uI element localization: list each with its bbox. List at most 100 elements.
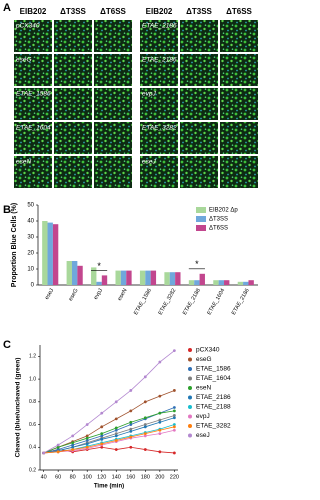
data-point bbox=[85, 442, 89, 446]
x-tick-label: eseN bbox=[117, 288, 129, 302]
data-point bbox=[158, 420, 162, 424]
bar bbox=[145, 270, 151, 285]
data-point bbox=[143, 400, 147, 404]
row-label: ETAE_3282 bbox=[142, 125, 177, 132]
series-line bbox=[43, 429, 175, 454]
panel-label: B bbox=[3, 204, 11, 216]
bar bbox=[169, 272, 176, 285]
bar bbox=[96, 281, 102, 285]
annotation: * bbox=[195, 259, 199, 269]
data-point bbox=[158, 418, 162, 422]
data-point bbox=[100, 432, 104, 436]
x-tick-label: evpJ bbox=[93, 288, 104, 301]
data-point bbox=[172, 406, 176, 409]
data-point bbox=[100, 445, 104, 449]
y-tick-label: 50 bbox=[27, 203, 34, 209]
series-line bbox=[43, 407, 175, 454]
row-label: eseJ bbox=[142, 159, 156, 166]
micrograph bbox=[94, 122, 132, 154]
data-point bbox=[85, 436, 89, 440]
data-point bbox=[114, 417, 118, 421]
micrograph bbox=[180, 20, 218, 52]
data-point bbox=[100, 437, 104, 441]
bar bbox=[248, 280, 254, 285]
data-point bbox=[172, 349, 176, 353]
x-tick-label: 100 bbox=[83, 474, 92, 480]
bar bbox=[150, 270, 157, 285]
data-point bbox=[71, 434, 75, 438]
bar bbox=[120, 270, 127, 285]
bar bbox=[77, 265, 83, 285]
micrograph bbox=[14, 122, 52, 154]
legend-label: ETAE_3282 bbox=[196, 423, 231, 430]
x-tick-label: 140 bbox=[112, 474, 121, 480]
series-line bbox=[43, 390, 175, 454]
data-point bbox=[100, 442, 104, 446]
data-point bbox=[158, 450, 162, 454]
figure: A B C EIB202 ΔT3SS ΔT6SS EIB202 ΔT3SS ΔT6SS pC… bbox=[3, 2, 258, 490]
data-point bbox=[143, 434, 147, 438]
column-header: ΔT3SS bbox=[186, 7, 212, 16]
data-point bbox=[129, 423, 133, 426]
data-point bbox=[100, 434, 104, 438]
data-point bbox=[85, 445, 89, 449]
legend-marker bbox=[188, 367, 192, 371]
micrograph bbox=[94, 156, 132, 188]
data-point bbox=[129, 409, 133, 413]
data-point bbox=[85, 423, 89, 426]
micrograph bbox=[140, 20, 178, 52]
data-point bbox=[172, 425, 176, 429]
data-point bbox=[42, 451, 46, 455]
bar bbox=[52, 224, 59, 285]
micrograph bbox=[220, 88, 258, 120]
data-point bbox=[129, 429, 133, 433]
data-point bbox=[129, 420, 133, 424]
data-point bbox=[143, 448, 147, 451]
x-tick-label: 200 bbox=[155, 474, 164, 480]
micrograph bbox=[220, 156, 258, 188]
data-point bbox=[158, 432, 162, 436]
data-point bbox=[85, 434, 89, 438]
data-point bbox=[172, 414, 176, 417]
data-point bbox=[114, 434, 118, 438]
data-point bbox=[71, 443, 75, 447]
micrograph bbox=[54, 88, 92, 120]
legend-label: eseG bbox=[196, 356, 212, 363]
bar bbox=[101, 275, 108, 285]
column-header: ΔT3SS bbox=[60, 7, 86, 16]
data-point bbox=[56, 443, 60, 447]
bar bbox=[71, 261, 78, 285]
legend-label: eseJ bbox=[196, 432, 210, 439]
bar bbox=[218, 280, 225, 285]
bar bbox=[139, 270, 146, 285]
x-tick-label: 160 bbox=[126, 474, 135, 480]
data-point bbox=[114, 428, 118, 432]
legend-marker bbox=[188, 357, 192, 362]
data-point bbox=[158, 360, 162, 364]
micrograph bbox=[180, 156, 218, 188]
data-point bbox=[172, 389, 176, 392]
column-header: EIB202 bbox=[146, 7, 173, 16]
legend-label: ETAE_1586 bbox=[196, 366, 231, 373]
panel-label: C bbox=[3, 339, 11, 351]
micrograph bbox=[140, 122, 178, 154]
y-tick-label: 20 bbox=[27, 251, 34, 257]
row-label: ETAE_2186 bbox=[142, 23, 177, 30]
y-tick-label: 0.6 bbox=[29, 422, 36, 428]
data-point bbox=[114, 439, 118, 442]
micrograph bbox=[54, 54, 92, 86]
y-tick-label: 1.2 bbox=[29, 354, 36, 360]
x-tick-label: eseG bbox=[68, 288, 80, 302]
legend-label: pCX340 bbox=[196, 347, 220, 354]
legend-swatch bbox=[196, 216, 206, 222]
legend-marker bbox=[188, 424, 192, 428]
legend-marker bbox=[188, 376, 192, 381]
row-label: ETAE_1604 bbox=[16, 125, 51, 132]
micrograph bbox=[220, 20, 258, 52]
bar bbox=[243, 281, 249, 285]
data-point bbox=[129, 435, 133, 439]
data-point bbox=[114, 400, 118, 404]
bar bbox=[194, 280, 200, 285]
data-point bbox=[129, 389, 133, 392]
data-point bbox=[71, 441, 75, 445]
